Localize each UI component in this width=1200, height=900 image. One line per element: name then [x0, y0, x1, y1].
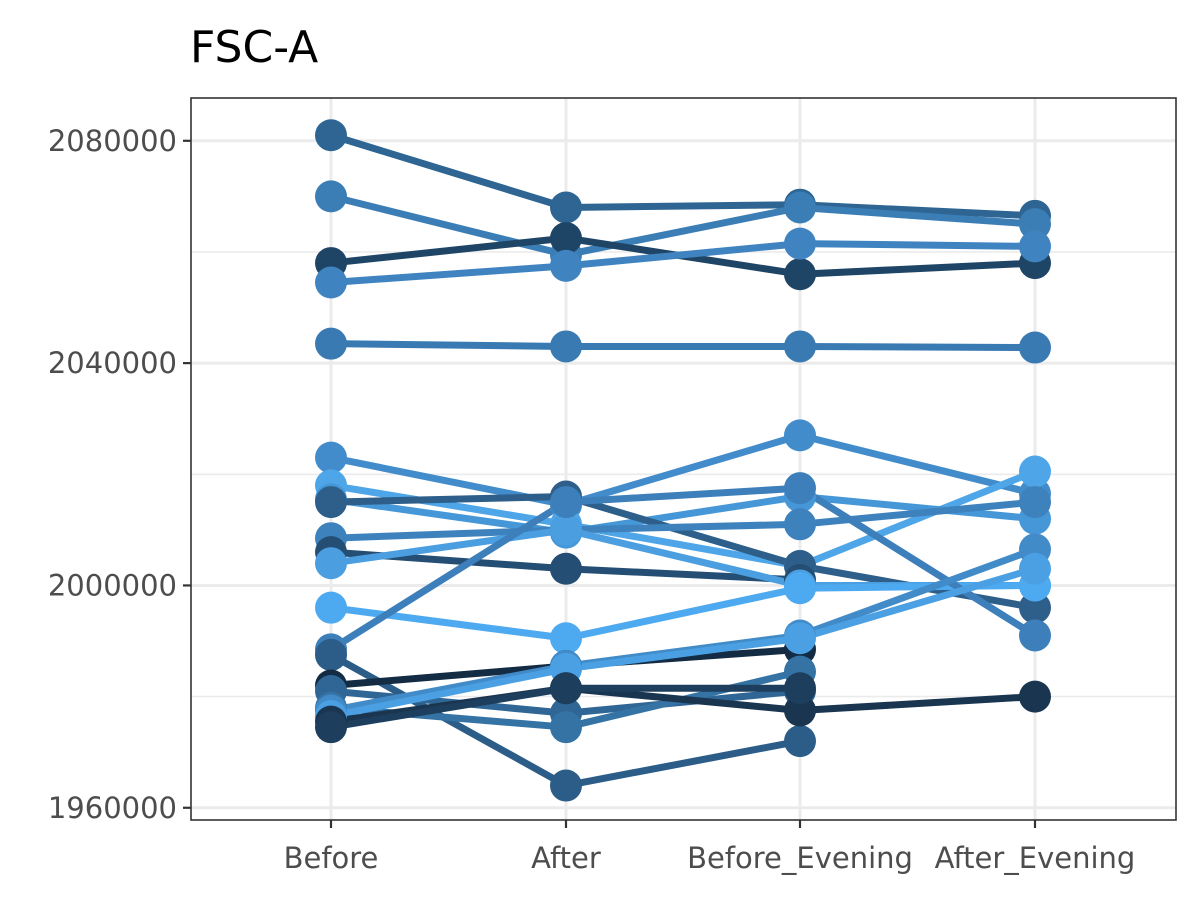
series-line — [327, 131, 1039, 220]
data-point — [550, 330, 582, 363]
series-line — [327, 340, 1039, 352]
data-point — [550, 622, 582, 655]
data-point — [1019, 619, 1051, 652]
data-point — [315, 638, 347, 671]
data-point — [784, 622, 816, 655]
data-point — [784, 694, 816, 727]
data-point — [1019, 230, 1051, 263]
series-line — [327, 192, 1039, 259]
data-point — [784, 725, 816, 758]
data-point — [315, 266, 347, 299]
series-line — [327, 240, 1039, 287]
data-point — [1019, 680, 1051, 713]
series-line — [327, 431, 1039, 509]
data-point — [1019, 208, 1051, 241]
data-point — [315, 119, 347, 152]
data-point — [315, 327, 347, 360]
data-point — [1019, 455, 1051, 488]
series-line — [327, 484, 1039, 653]
data-point — [1019, 552, 1051, 585]
data-point — [784, 258, 816, 291]
y-tick-label: 2080000 — [48, 124, 177, 158]
series-line — [327, 468, 1039, 570]
data-point — [550, 249, 582, 282]
data-point — [315, 180, 347, 213]
series-line — [327, 498, 1039, 542]
data-point — [315, 547, 347, 580]
data-point — [784, 227, 816, 260]
data-point — [550, 552, 582, 585]
data-point — [1019, 591, 1051, 624]
x-tick-label: After_Evening — [935, 841, 1136, 875]
data-point — [550, 191, 582, 224]
data-point — [784, 330, 816, 363]
data-point — [784, 508, 816, 541]
data-point — [784, 672, 816, 705]
data-point — [315, 486, 347, 519]
data-point — [550, 711, 582, 744]
data-point — [784, 572, 816, 605]
x-tick-label: Before_Evening — [687, 841, 913, 875]
data-points — [315, 119, 1051, 802]
data-point — [784, 419, 816, 452]
y-tick-label: 1960000 — [48, 791, 177, 825]
series-line — [327, 581, 1039, 642]
panel-border — [190, 97, 1177, 821]
data-point — [550, 672, 582, 705]
series-line — [327, 493, 1039, 537]
y-tick-label: 2040000 — [48, 346, 177, 380]
data-point — [1019, 486, 1051, 519]
data-point — [550, 486, 582, 519]
data-point — [550, 769, 582, 802]
data-point — [550, 513, 582, 546]
data-point — [550, 222, 582, 255]
data-point — [315, 711, 347, 744]
data-point — [784, 191, 816, 224]
axes: 1960000 2000000 2040000 2080000 Before After B… — [48, 124, 1136, 875]
data-point — [315, 591, 347, 624]
series-lines — [327, 131, 1039, 790]
data-point — [315, 441, 347, 474]
data-point — [1019, 331, 1051, 364]
y-tick-label: 2000000 — [48, 568, 177, 602]
x-tick-label: After — [531, 841, 601, 875]
x-tick-label: Before — [284, 841, 379, 875]
chart-title: FSC-A — [190, 22, 318, 73]
data-point — [784, 472, 816, 505]
series-line — [327, 565, 1039, 720]
